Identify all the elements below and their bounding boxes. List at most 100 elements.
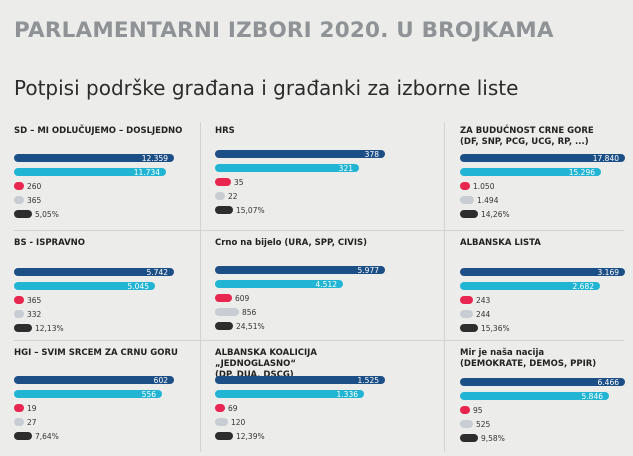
panel-title: BS - ISPRAVNO (14, 238, 86, 248)
panel-2: HRS 378 321 35 22 15,07% (215, 126, 395, 226)
percent-bar (460, 210, 478, 218)
value-label: 332 (27, 309, 42, 319)
panel-title: Mir je naša nacija (DEMOKRATE, DEMOS, PP… (460, 348, 597, 369)
value-bar (14, 390, 162, 398)
value-bar (460, 310, 473, 318)
value-bar (215, 266, 385, 274)
value-bar (460, 168, 601, 176)
value-label: 5.742 (146, 267, 168, 277)
value-label: 4.512 (315, 279, 337, 289)
panel-title: HGI – SVIM SRCEM ZA CRNU GORU (14, 348, 178, 358)
value-bar (460, 282, 600, 290)
value-label: 120 (231, 417, 246, 427)
value-bar (14, 310, 24, 318)
value-label: 69 (228, 403, 238, 413)
percent-bar (14, 210, 32, 218)
value-bar (460, 154, 625, 162)
value-label: 243 (476, 295, 491, 305)
panel-title: Crno na bijelo (URA, SPP, CIVIS) (215, 238, 368, 248)
row-separator (14, 340, 624, 341)
value-bar (215, 404, 225, 412)
value-label: 27 (27, 417, 37, 427)
value-label: 12.359 (141, 153, 168, 163)
percent-label: 7,64% (35, 431, 59, 441)
panel-4: BS - ISPRAVNO 5.742 5.045 365 332 12,13% (14, 238, 184, 338)
percent-bar (215, 322, 233, 330)
value-label: 609 (235, 293, 250, 303)
value-bar (215, 418, 228, 426)
column-separator (444, 122, 445, 452)
value-bar (215, 390, 364, 398)
value-label: 17.840 (592, 153, 619, 163)
value-bar (14, 418, 24, 426)
value-label: 22 (228, 191, 238, 201)
value-bar (14, 154, 174, 162)
percent-label: 15,07% (236, 205, 265, 215)
value-label: 1.494 (477, 195, 499, 205)
value-bar (14, 168, 166, 176)
value-bar (215, 150, 385, 158)
value-label: 11.734 (133, 167, 160, 177)
percent-bar (215, 432, 233, 440)
value-label: 6.466 (597, 377, 619, 387)
percent-label: 14,26% (481, 209, 510, 219)
value-bar (215, 280, 343, 288)
panel-1: SD – MI ODLUČUJEMO – DOSLJEDNO 12.359 11.7… (14, 126, 184, 226)
value-bar (460, 296, 473, 304)
panel-6: ALBANSKA LISTA 3.169 2.682 243 244 15,36% (460, 238, 633, 338)
percent-bar (460, 324, 478, 332)
percent-bar (14, 432, 32, 440)
value-bar (215, 376, 385, 384)
panel-title: HRS (215, 126, 235, 136)
percent-bar (460, 434, 478, 442)
value-label: 5.846 (581, 391, 603, 401)
value-label: 1.525 (357, 375, 379, 385)
subtitle: Potpisi podrške građana i građanki za iz… (14, 76, 519, 100)
value-label: 602 (153, 375, 168, 385)
main-title: PARLAMENTARNI IZBORI 2020. U BROJKAMA (14, 18, 554, 43)
column-separator (200, 122, 201, 452)
value-label: 365 (27, 195, 42, 205)
percent-label: 15,36% (481, 323, 510, 333)
panel-title: SD – MI ODLUČUJEMO – DOSLJEDNO (14, 126, 183, 136)
value-label: 2.682 (572, 281, 594, 291)
percent-label: 12,39% (236, 431, 265, 441)
value-label: 35 (234, 177, 244, 187)
value-bar (14, 182, 24, 190)
value-label: 95 (473, 405, 483, 415)
panel-title: ALBANSKA KOALICIJA „JEDNOGLASNO“ (DP, DU… (215, 348, 317, 380)
value-bar (460, 268, 625, 276)
panel-3: ZA BUDUĆNOST CRNE GORE (DF, SNP, PCG, UC… (460, 126, 633, 226)
value-bar (14, 196, 24, 204)
value-label: 1.050 (473, 181, 495, 191)
value-bar (14, 376, 174, 384)
panel-8: ALBANSKA KOALICIJA „JEDNOGLASNO“ (DP, DU… (215, 348, 395, 448)
value-label: 3.169 (597, 267, 619, 277)
percent-bar (215, 206, 233, 214)
value-label: 244 (476, 309, 491, 319)
value-bar (460, 182, 470, 190)
value-label: 1.336 (336, 389, 358, 399)
percent-label: 9,58% (481, 433, 505, 443)
value-bar (215, 178, 231, 186)
value-label: 19 (27, 403, 37, 413)
panel-title: ALBANSKA LISTA (460, 238, 541, 248)
percent-label: 5,05% (35, 209, 59, 219)
value-label: 856 (242, 307, 257, 317)
value-bar (215, 308, 239, 316)
value-bar (460, 378, 625, 386)
value-label: 525 (476, 419, 491, 429)
panel-5: Crno na bijelo (URA, SPP, CIVIS) 5.977 4.5… (215, 238, 395, 338)
value-bar (14, 282, 155, 290)
value-label: 556 (141, 389, 156, 399)
value-label: 321 (338, 163, 353, 173)
value-bar (215, 192, 225, 200)
value-label: 260 (27, 181, 42, 191)
panel-9: Mir je naša nacija (DEMOKRATE, DEMOS, PP… (460, 348, 633, 448)
value-bar (215, 164, 359, 172)
percent-bar (14, 324, 32, 332)
value-label: 5.045 (127, 281, 149, 291)
percent-label: 24,51% (236, 321, 265, 331)
value-bar (14, 268, 174, 276)
